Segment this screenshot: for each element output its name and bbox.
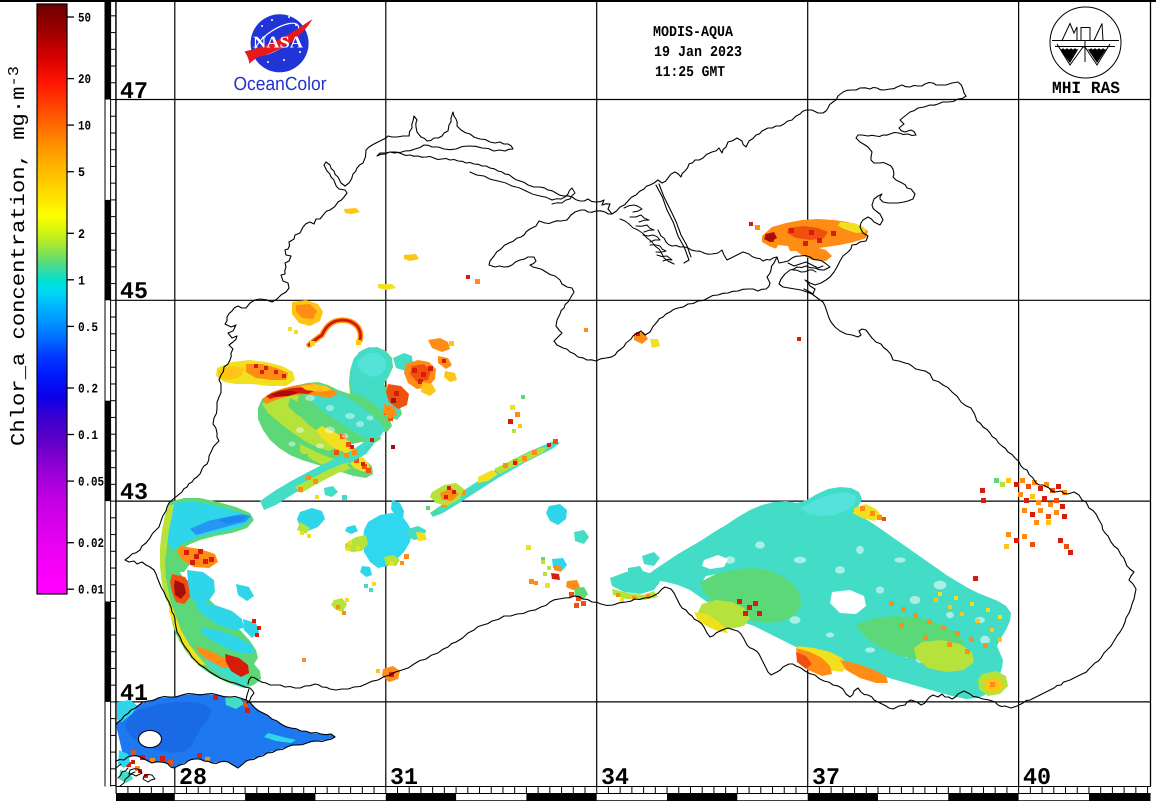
svg-text:19 Jan 2023: 19 Jan 2023	[654, 44, 742, 61]
svg-text:43: 43	[120, 480, 148, 507]
svg-text:28: 28	[179, 765, 207, 792]
svg-text:OceanColor: OceanColor	[234, 74, 328, 95]
svg-text:MHI RAS: MHI RAS	[1052, 80, 1120, 99]
svg-text:50: 50	[78, 11, 91, 26]
svg-text:NASA: NASA	[253, 33, 303, 52]
svg-text:40: 40	[1023, 765, 1051, 792]
svg-text:1: 1	[78, 273, 85, 288]
svg-text:11:25 GMT: 11:25 GMT	[655, 64, 725, 81]
svg-text:5: 5	[78, 165, 85, 180]
svg-text:Chlor_a concentration, mg·m-3: Chlor_a concentration, mg·m-3	[6, 66, 30, 446]
svg-text:41: 41	[120, 681, 148, 708]
svg-text:34: 34	[601, 765, 629, 792]
svg-text:0.02: 0.02	[78, 536, 104, 551]
svg-text:0.5: 0.5	[78, 320, 98, 335]
svg-text:0.2: 0.2	[78, 382, 98, 397]
svg-text:0.1: 0.1	[78, 428, 98, 443]
svg-text:47: 47	[120, 79, 148, 106]
svg-text:2: 2	[78, 227, 85, 242]
svg-text:MODIS-AQUA: MODIS-AQUA	[653, 24, 733, 41]
svg-text:31: 31	[390, 765, 418, 792]
svg-text:37: 37	[812, 765, 840, 792]
svg-text:0.01: 0.01	[78, 583, 104, 598]
svg-text:0.05: 0.05	[78, 475, 104, 490]
svg-text:20: 20	[78, 72, 91, 87]
svg-text:45: 45	[120, 279, 148, 306]
svg-text:10: 10	[78, 119, 91, 134]
